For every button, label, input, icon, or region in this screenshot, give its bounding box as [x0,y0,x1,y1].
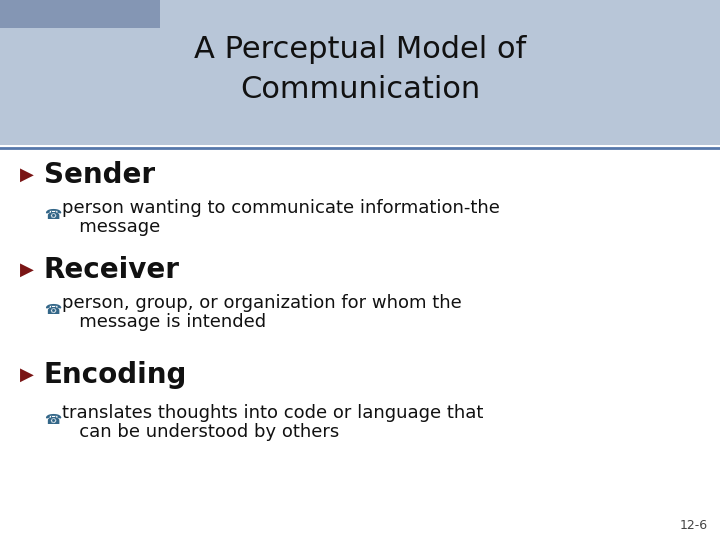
Text: ☎: ☎ [44,208,61,222]
Text: ☎: ☎ [44,413,61,427]
Text: Receiver: Receiver [44,256,180,284]
Text: person wanting to communicate information-the: person wanting to communicate informatio… [62,199,500,217]
Text: ▶: ▶ [20,366,34,384]
Text: message: message [62,218,161,236]
Text: ▶: ▶ [20,166,34,184]
Text: translates thoughts into code or language that: translates thoughts into code or languag… [62,404,483,422]
Text: can be understood by others: can be understood by others [62,423,339,441]
Text: 12-6: 12-6 [680,519,708,532]
Text: person, group, or organization for whom the: person, group, or organization for whom … [62,294,462,312]
Text: ▶: ▶ [20,261,34,279]
Text: Encoding: Encoding [44,361,187,389]
Text: Communication: Communication [240,76,480,105]
Text: Sender: Sender [44,161,155,189]
Text: ☎: ☎ [44,303,61,317]
FancyBboxPatch shape [0,0,160,28]
Text: message is intended: message is intended [62,313,266,331]
FancyBboxPatch shape [0,0,720,145]
Text: A Perceptual Model of: A Perceptual Model of [194,36,526,64]
